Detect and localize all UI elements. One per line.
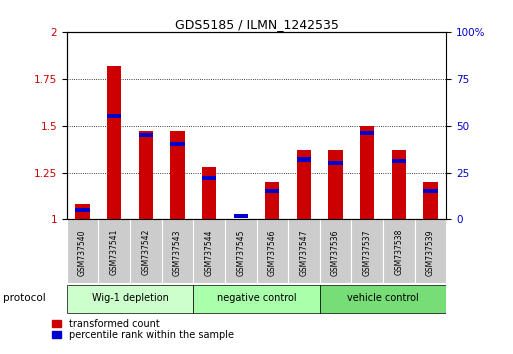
Text: GSM737537: GSM737537 — [363, 229, 372, 275]
Bar — [170, 131, 185, 219]
Text: GSM737542: GSM737542 — [141, 229, 150, 275]
Text: GSM737541: GSM737541 — [110, 229, 119, 275]
Bar — [297, 158, 311, 161]
Bar — [360, 131, 374, 135]
Text: GSM737539: GSM737539 — [426, 229, 435, 275]
Bar — [170, 142, 185, 147]
Bar — [265, 189, 280, 193]
FancyBboxPatch shape — [288, 219, 320, 283]
Title: GDS5185 / ILMN_1242535: GDS5185 / ILMN_1242535 — [174, 18, 339, 31]
FancyBboxPatch shape — [98, 219, 130, 283]
FancyBboxPatch shape — [320, 219, 351, 283]
Text: Wig-1 depletion: Wig-1 depletion — [91, 293, 168, 303]
Bar — [392, 159, 406, 164]
FancyBboxPatch shape — [193, 219, 225, 283]
Text: GSM737547: GSM737547 — [300, 229, 308, 275]
FancyBboxPatch shape — [320, 285, 446, 314]
Text: GSM737536: GSM737536 — [331, 229, 340, 275]
Bar — [297, 150, 311, 219]
Text: GSM737540: GSM737540 — [78, 229, 87, 275]
Bar — [423, 182, 438, 219]
Bar — [202, 167, 216, 219]
FancyBboxPatch shape — [415, 219, 446, 283]
FancyBboxPatch shape — [162, 219, 193, 283]
FancyBboxPatch shape — [130, 219, 162, 283]
Text: vehicle control: vehicle control — [347, 293, 419, 303]
FancyBboxPatch shape — [67, 219, 98, 283]
FancyBboxPatch shape — [383, 219, 415, 283]
Text: GSM737543: GSM737543 — [173, 229, 182, 275]
FancyBboxPatch shape — [256, 219, 288, 283]
Bar — [202, 176, 216, 180]
Bar — [139, 133, 153, 137]
Text: GSM737544: GSM737544 — [205, 229, 213, 275]
Bar — [360, 126, 374, 219]
Bar — [233, 214, 248, 218]
Bar — [107, 65, 121, 219]
Bar — [328, 161, 343, 165]
Bar — [75, 205, 90, 219]
Bar — [75, 208, 90, 212]
Bar — [265, 182, 280, 219]
FancyBboxPatch shape — [193, 285, 320, 314]
Legend: transformed count, percentile rank within the sample: transformed count, percentile rank withi… — [51, 318, 235, 341]
Text: GSM737546: GSM737546 — [268, 229, 277, 275]
Text: GSM737545: GSM737545 — [236, 229, 245, 275]
Text: protocol: protocol — [3, 293, 45, 303]
Text: negative control: negative control — [216, 293, 297, 303]
FancyBboxPatch shape — [67, 285, 193, 314]
Bar — [139, 131, 153, 219]
Bar — [423, 189, 438, 193]
Bar — [392, 150, 406, 219]
FancyBboxPatch shape — [225, 219, 256, 283]
FancyBboxPatch shape — [351, 219, 383, 283]
Bar — [107, 114, 121, 118]
Bar — [328, 150, 343, 219]
Text: GSM737538: GSM737538 — [394, 229, 403, 275]
